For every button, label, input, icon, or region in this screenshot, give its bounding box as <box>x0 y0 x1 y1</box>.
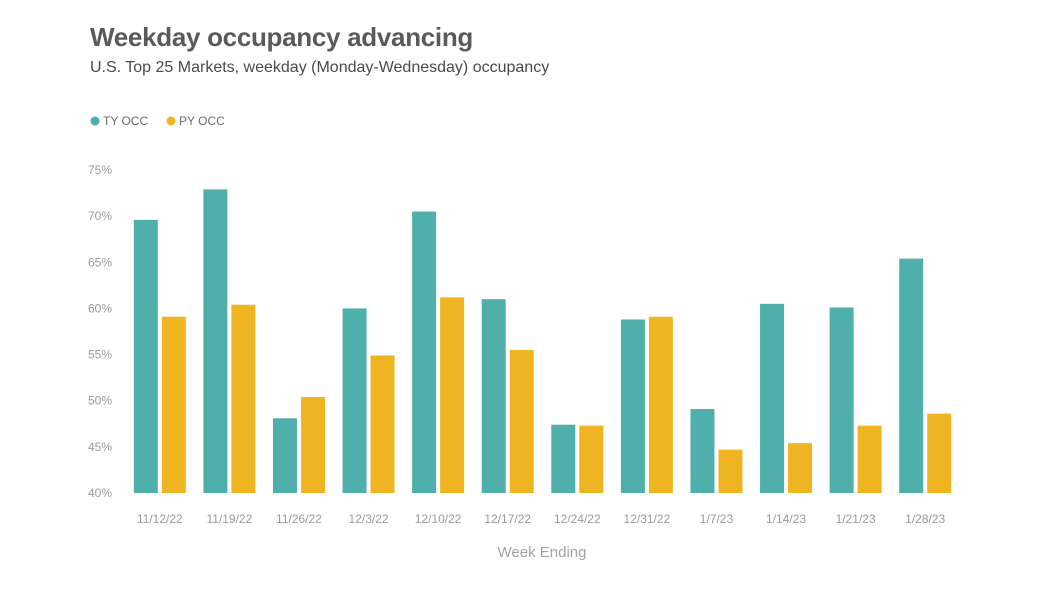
x-tick-label: 12/31/22 <box>624 512 671 526</box>
bar-py-occ-1 <box>231 304 256 493</box>
y-tick-label: 70% <box>88 209 112 223</box>
y-tick-label: 75% <box>88 163 112 177</box>
bar-py-occ-7 <box>648 316 673 493</box>
bar-ty-occ-7 <box>620 319 645 493</box>
bar-py-occ-3 <box>370 355 395 493</box>
bar-ty-occ-4 <box>412 211 437 493</box>
bar-py-occ-9 <box>788 443 813 493</box>
chart-subtitle: U.S. Top 25 Markets, weekday (Monday-Wed… <box>90 59 550 76</box>
legend-label-0: TY OCC <box>103 114 148 128</box>
y-tick-label: 45% <box>88 440 112 454</box>
bar-ty-occ-11 <box>899 258 924 493</box>
bar-py-occ-2 <box>300 397 325 493</box>
bar-ty-occ-8 <box>690 409 715 493</box>
legend-label-1: PY OCC <box>179 114 225 128</box>
x-tick-label: 11/19/22 <box>206 512 252 526</box>
y-tick-label: 60% <box>88 301 112 315</box>
legend-marker-1 <box>166 116 176 126</box>
x-tick-label: 1/14/23 <box>766 512 806 526</box>
y-tick-label: 40% <box>88 486 112 500</box>
legend: TY OCC PY OCC <box>90 114 225 128</box>
y-tick-label: 65% <box>88 255 112 269</box>
bar-py-occ-5 <box>509 349 534 493</box>
bar-ty-occ-6 <box>551 424 576 493</box>
y-axis: 40% 45% 50% 55% 60% 65% 70% 75% <box>88 163 112 500</box>
bar-py-occ-8 <box>718 449 743 493</box>
bar-ty-occ-9 <box>760 303 785 493</box>
x-tick-label: 1/21/23 <box>836 512 876 526</box>
bar-ty-occ-0 <box>133 219 158 493</box>
bar-ty-occ-1 <box>203 189 228 493</box>
chart-title: Weekday occupancy advancing <box>90 22 474 52</box>
x-axis-title: Week Ending <box>498 544 587 561</box>
legend-marker-0 <box>90 116 100 126</box>
bar-py-occ-11 <box>927 413 952 493</box>
bar-py-occ-6 <box>579 425 604 493</box>
x-axis: 11/12/22 11/19/22 11/26/22 12/3/22 12/10/22 1… <box>137 512 946 526</box>
bar-py-occ-10 <box>857 425 882 493</box>
x-tick-label: 12/17/22 <box>484 512 531 526</box>
bar-ty-occ-2 <box>272 418 297 493</box>
bars <box>133 189 952 493</box>
x-tick-label: 1/28/23 <box>905 512 945 526</box>
bar-py-occ-4 <box>440 297 465 493</box>
bar-py-occ-0 <box>161 316 186 493</box>
bar-ty-occ-3 <box>342 308 367 493</box>
y-tick-label: 50% <box>88 394 112 408</box>
x-tick-label: 12/24/22 <box>554 512 601 526</box>
bar-ty-occ-10 <box>829 307 854 493</box>
y-tick-label: 55% <box>88 348 112 362</box>
x-tick-label: 11/26/22 <box>276 512 322 526</box>
bar-ty-occ-5 <box>481 299 506 493</box>
x-tick-label: 11/12/22 <box>137 512 183 526</box>
x-tick-label: 12/10/22 <box>415 512 462 526</box>
x-tick-label: 12/3/22 <box>349 512 389 526</box>
x-tick-label: 1/7/23 <box>700 512 734 526</box>
